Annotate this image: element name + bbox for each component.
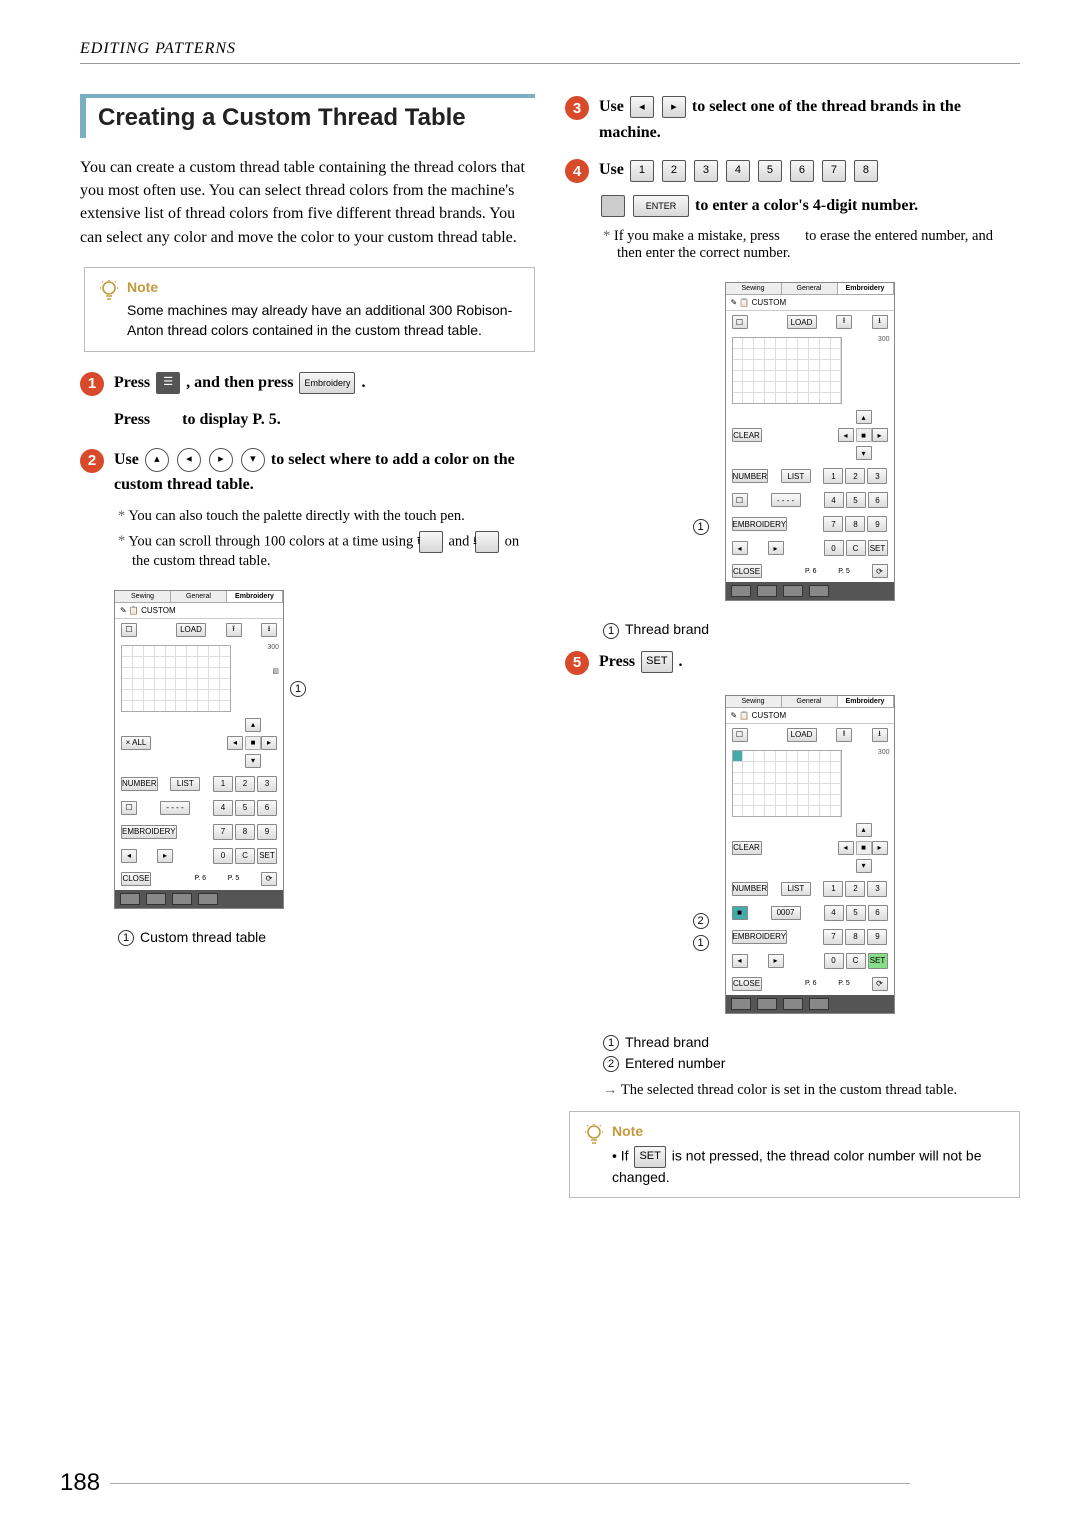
dpad: ▴ ▾ ◂ ▸ ■	[227, 718, 277, 768]
step-2-num: 2	[80, 449, 104, 473]
arrow-right-button[interactable]: ▸	[209, 448, 233, 472]
note-2-b: is not pressed, the thread color number …	[612, 1148, 982, 1185]
annotation-b1: Thread brand	[625, 621, 709, 637]
set-button-note[interactable]: SET	[634, 1146, 665, 1168]
step-4-tail: to enter a color's 4-digit number.	[695, 197, 918, 214]
step-3-use: Use	[599, 98, 628, 115]
step-5-result: The selected thread color is set in the …	[603, 1082, 1020, 1099]
page-header: EDITING PATTERNS	[80, 40, 1020, 64]
page-up-button[interactable]: ⭱	[419, 531, 443, 553]
screen-illustration-1: Sewing General Embroidery ✎ 📋 CUSTOM ☐LO…	[114, 590, 284, 909]
step-4-num: 4	[565, 159, 589, 183]
tab-general: General	[171, 591, 227, 602]
section-title-bar: Creating a Custom Thread Table	[80, 94, 535, 138]
step-1-press2: Press	[114, 411, 154, 428]
step-2-sub-2: You can scroll through 100 colors at a t…	[118, 531, 535, 570]
step-3-num: 3	[565, 96, 589, 120]
color-swatch	[601, 195, 625, 217]
keypad: 123	[213, 776, 277, 792]
callout-3-1: 1	[693, 934, 715, 952]
menu-icon-button[interactable]: ☰	[156, 372, 180, 394]
callout-1: 1	[290, 680, 312, 698]
screen-illustration-2: SewingGeneralEmbroidery ✎ 📋 CUSTOM ☐LOAD…	[725, 282, 895, 601]
note-2-title: Note	[612, 1122, 1003, 1142]
step-1-then: , and then press	[186, 374, 297, 391]
note-2-a: • If	[612, 1148, 632, 1164]
set-button[interactable]: SET	[641, 651, 672, 673]
tab-sewing: Sewing	[115, 591, 171, 602]
callout-2-1: 1	[693, 517, 715, 535]
callout-3-2: 2	[693, 912, 715, 930]
annotation-num-1: 1	[118, 930, 134, 946]
arrow-down-button[interactable]: ▾	[241, 448, 265, 472]
digit-1[interactable]: 1	[630, 160, 654, 182]
step-4-use: Use	[599, 161, 628, 178]
arrow-up-button[interactable]: ▴	[145, 448, 169, 472]
arrow-left-btn-3[interactable]: ◂	[630, 96, 654, 118]
annotation-c1: Thread brand	[625, 1034, 709, 1050]
lightbulb-icon	[95, 278, 123, 306]
screen-illustration-3: SewingGeneralEmbroidery ✎ 📋 CUSTOM ☐LOAD…	[725, 695, 895, 1014]
arrow-left-button[interactable]: ◂	[177, 448, 201, 472]
note-box-2: Note • If SET is not pressed, the thread…	[569, 1111, 1020, 1198]
tab-embroidery: Embroidery	[227, 591, 283, 602]
lightbulb-icon-2	[580, 1122, 608, 1150]
note-1-text: Some machines may already have an additi…	[127, 302, 512, 338]
step-2-sub-1: You can also touch the palette directly …	[118, 508, 535, 525]
palette-grid	[121, 645, 231, 712]
step-1-press: Press	[114, 374, 154, 391]
digit-8[interactable]: 8	[854, 160, 878, 182]
digit-7[interactable]: 7	[822, 160, 846, 182]
note-box-1: Note Some machines may already have an a…	[84, 267, 535, 352]
digit-3[interactable]: 3	[694, 160, 718, 182]
digit-6[interactable]: 6	[790, 160, 814, 182]
step-4-sub: If you make a mistake, press to erase th…	[603, 228, 1020, 262]
step-1-display: to display P. 5.	[182, 411, 281, 428]
step-5-press: Press	[599, 653, 639, 670]
digit-4[interactable]: 4	[726, 160, 750, 182]
annotation-c2: Entered number	[625, 1055, 725, 1071]
step-2-use: Use	[114, 451, 143, 468]
arrow-right-btn-3[interactable]: ▸	[662, 96, 686, 118]
step-1-num: 1	[80, 372, 104, 396]
digit-5[interactable]: 5	[758, 160, 782, 182]
digit-2[interactable]: 2	[662, 160, 686, 182]
page-number: 188	[60, 1469, 910, 1497]
step-5-num: 5	[565, 651, 589, 675]
step-2-tail: to select where to add a color on the cu…	[114, 451, 515, 494]
step-1-period: .	[361, 374, 365, 391]
intro-paragraph: You can create a custom thread table con…	[80, 156, 535, 249]
note-1-title: Note	[127, 278, 518, 298]
annotation-1: Custom thread table	[140, 929, 266, 945]
page-down-button[interactable]: ⭳	[475, 531, 499, 553]
enter-button[interactable]: ENTER	[633, 195, 689, 217]
embroidery-button[interactable]: Embroidery	[299, 372, 355, 394]
section-title: Creating a Custom Thread Table	[98, 104, 535, 132]
step-5-period: .	[679, 653, 683, 670]
